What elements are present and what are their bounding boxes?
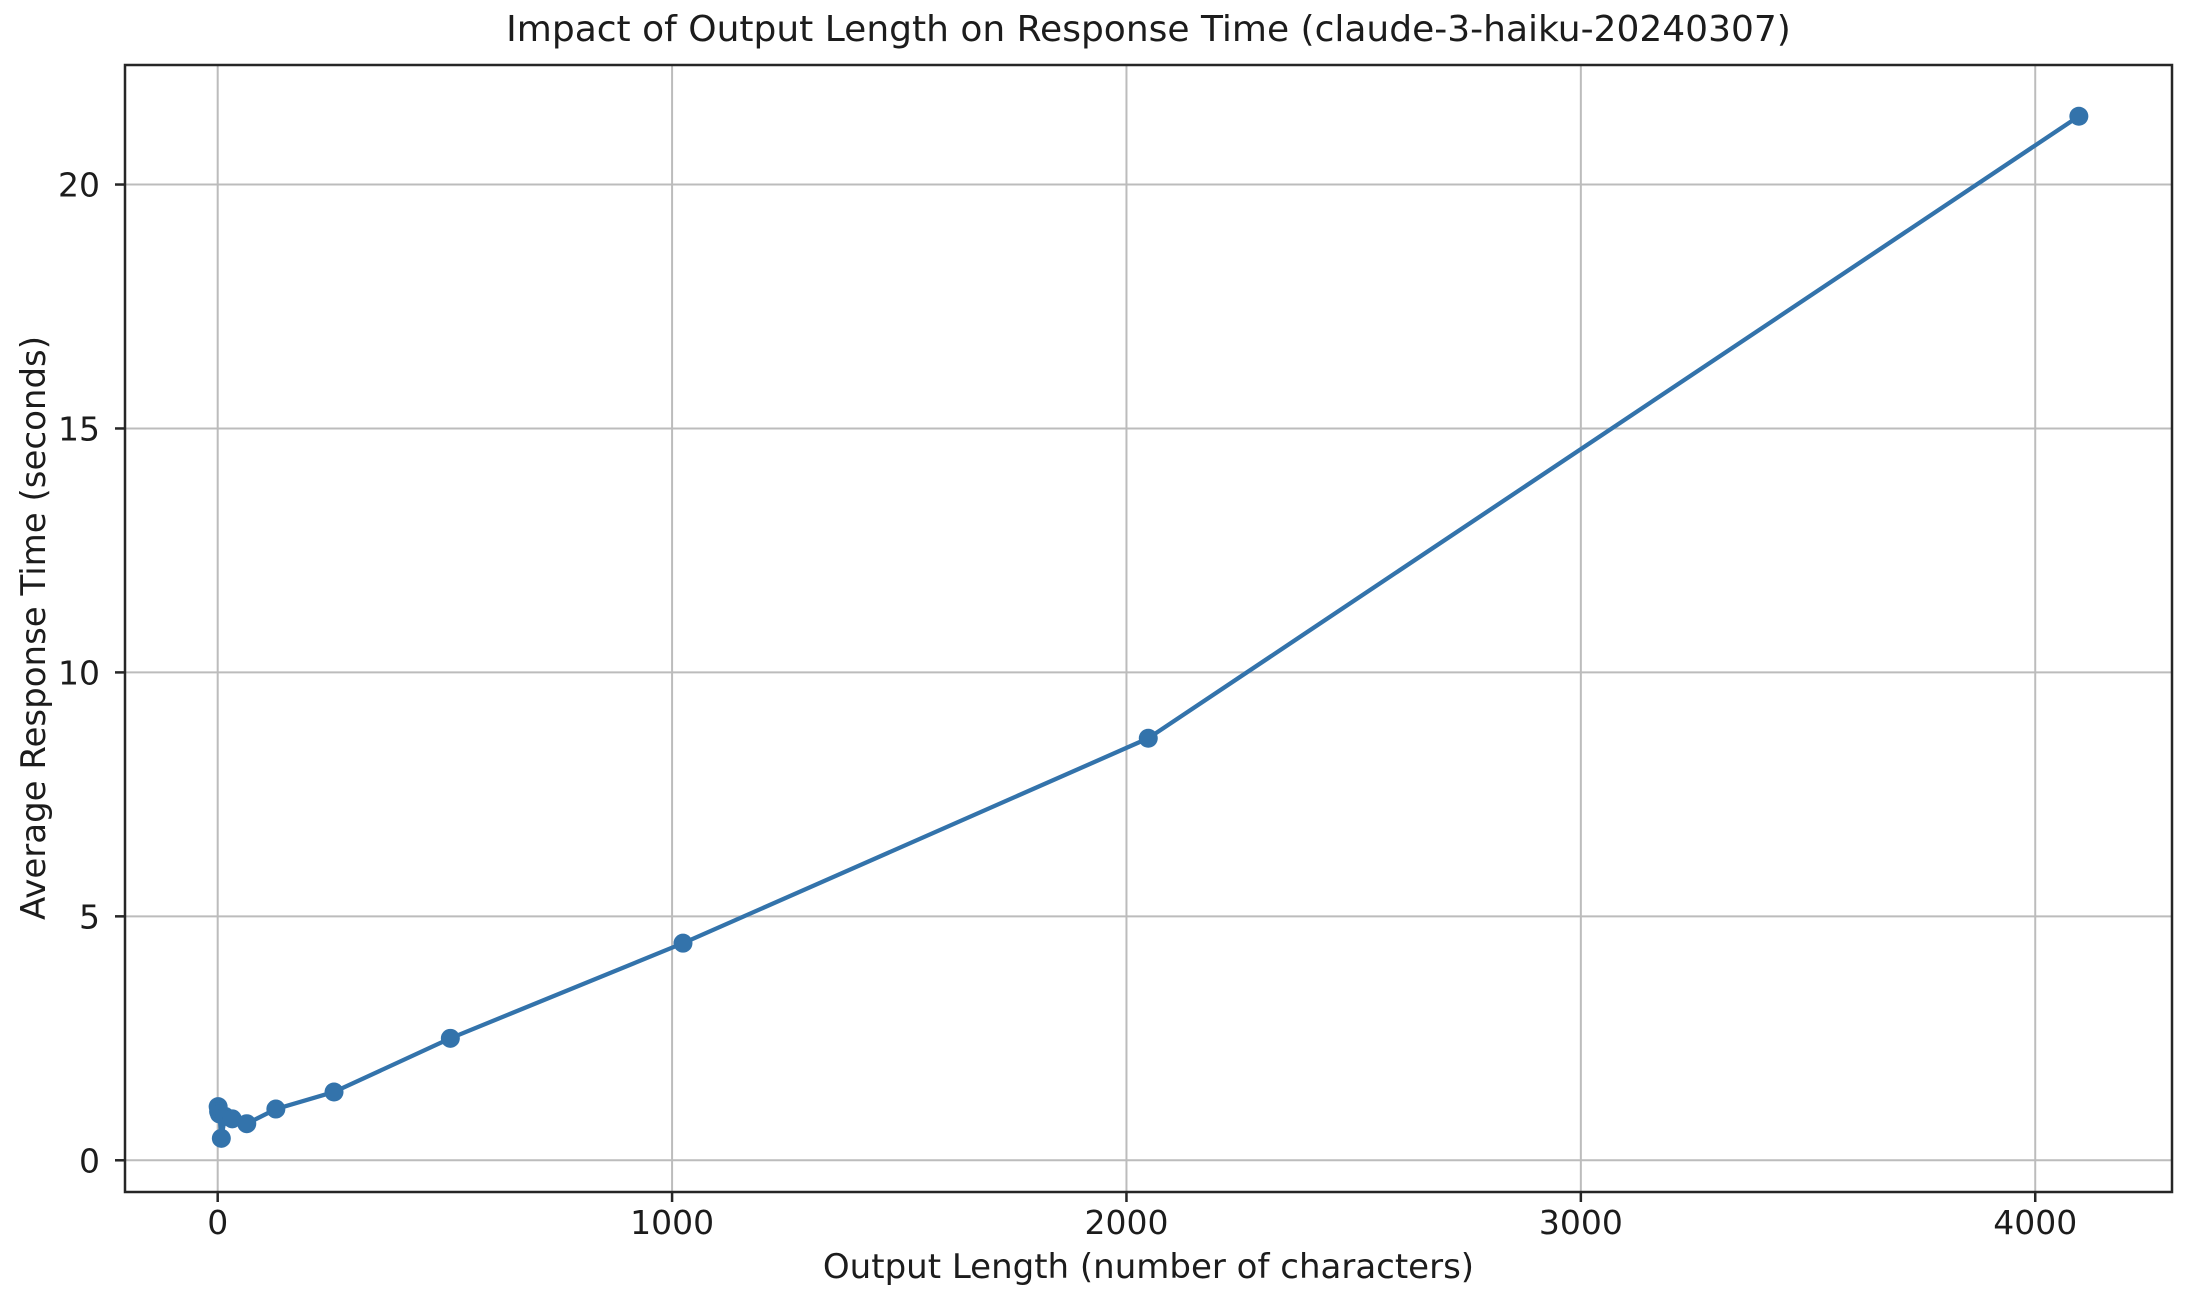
data-point [211, 1128, 231, 1148]
data-point [1138, 728, 1158, 748]
axes-spines [123, 63, 2174, 1194]
data-point [266, 1099, 286, 1119]
y-tick-label: 20 [58, 166, 100, 205]
data-point [324, 1082, 344, 1102]
x-axis-label: Output Length (number of characters) [822, 1247, 1475, 1287]
x-tick-label: 0 [207, 1203, 228, 1242]
data-point [673, 933, 693, 953]
chart-title: Impact of Output Length on Response Time… [506, 9, 1791, 50]
data-point [440, 1028, 460, 1048]
data-point [222, 1109, 242, 1129]
data-point [237, 1114, 257, 1134]
y-axis-label: Average Response Time (seconds) [14, 335, 54, 921]
series-line [215, 114, 2082, 1141]
data-point [2069, 106, 2089, 126]
y-tick-label: 10 [58, 653, 100, 692]
x-tick-label: 3000 [1539, 1203, 1623, 1242]
y-tick-label: 5 [79, 897, 100, 936]
x-tick-label: 1000 [630, 1203, 714, 1242]
y-tick-label: 0 [79, 1141, 100, 1180]
x-tick-label: 4000 [1993, 1203, 2077, 1242]
x-tick-label: 2000 [1084, 1203, 1168, 1242]
y-tick-label: 15 [58, 409, 100, 448]
